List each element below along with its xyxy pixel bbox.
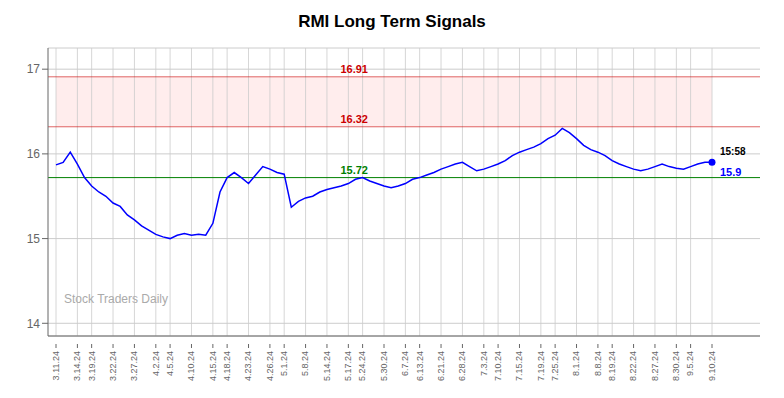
svg-text:8.1.24: 8.1.24 xyxy=(571,351,581,376)
svg-text:14: 14 xyxy=(27,317,41,331)
svg-text:4.15.24: 4.15.24 xyxy=(208,351,218,381)
svg-text:16.32: 16.32 xyxy=(340,113,368,125)
svg-text:8.8.24: 8.8.24 xyxy=(593,351,603,376)
svg-text:4.2.24: 4.2.24 xyxy=(151,351,161,376)
svg-text:6.7.24: 6.7.24 xyxy=(400,351,410,376)
svg-text:5.30.24: 5.30.24 xyxy=(379,351,389,381)
svg-text:5.14.24: 5.14.24 xyxy=(322,351,332,381)
svg-text:4.5.24: 4.5.24 xyxy=(165,351,175,376)
svg-text:9.10.24: 9.10.24 xyxy=(707,351,717,381)
svg-text:3.22.24: 3.22.24 xyxy=(108,351,118,381)
svg-text:8.22.24: 8.22.24 xyxy=(628,351,638,381)
svg-text:7.19.24: 7.19.24 xyxy=(536,351,546,381)
svg-text:16: 16 xyxy=(27,147,41,161)
svg-text:4.18.24: 4.18.24 xyxy=(222,351,232,381)
svg-text:5.8.24: 5.8.24 xyxy=(300,351,310,376)
svg-text:6.28.24: 6.28.24 xyxy=(457,351,467,381)
svg-text:5.17.24: 5.17.24 xyxy=(343,351,353,381)
svg-text:15.9: 15.9 xyxy=(720,166,741,178)
svg-text:6.21.24: 6.21.24 xyxy=(436,351,446,381)
svg-text:8.19.24: 8.19.24 xyxy=(607,351,617,381)
svg-text:3.11.24: 3.11.24 xyxy=(51,351,61,380)
svg-text:4.10.24: 4.10.24 xyxy=(186,351,196,381)
svg-text:16.91: 16.91 xyxy=(340,63,368,75)
html-text:Stock Traders Daily: Stock Traders Daily xyxy=(64,292,168,306)
svg-text:3.14.24: 3.14.24 xyxy=(72,351,82,381)
svg-text:7.10.24: 7.10.24 xyxy=(493,351,503,381)
svg-text:3.19.24: 3.19.24 xyxy=(87,351,97,381)
svg-text:5.1.24: 5.1.24 xyxy=(279,351,289,376)
svg-text:15.72: 15.72 xyxy=(340,164,368,176)
svg-text:6.13.24: 6.13.24 xyxy=(415,351,425,381)
svg-text:7.15.24: 7.15.24 xyxy=(514,351,524,381)
svg-text:4.23.24: 4.23.24 xyxy=(243,351,253,381)
svg-text:5.24.24: 5.24.24 xyxy=(357,351,367,381)
svg-text:17: 17 xyxy=(27,62,41,76)
svg-text:3.27.24: 3.27.24 xyxy=(129,351,139,381)
svg-text:4.26.24: 4.26.24 xyxy=(265,351,275,381)
svg-text:8.30.24: 8.30.24 xyxy=(671,351,681,381)
svg-text:15: 15 xyxy=(27,232,41,246)
svg-text:15:58: 15:58 xyxy=(720,146,746,157)
svg-text:7.3.24: 7.3.24 xyxy=(479,351,489,376)
svg-text:7.25.24: 7.25.24 xyxy=(550,351,560,381)
html-text:RMI Long Term Signals: RMI Long Term Signals xyxy=(298,12,486,31)
svg-text:8.27.24: 8.27.24 xyxy=(650,351,660,381)
svg-text:9.5.24: 9.5.24 xyxy=(685,351,695,376)
